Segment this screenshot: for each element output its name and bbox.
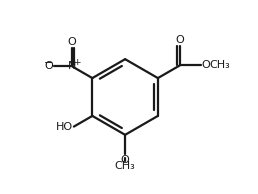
Text: −: − [44, 58, 53, 68]
Text: O: O [121, 155, 130, 165]
Text: CH₃: CH₃ [209, 61, 230, 70]
Text: +: + [73, 58, 80, 67]
Text: HO: HO [56, 122, 73, 132]
Text: CH₃: CH₃ [115, 161, 135, 171]
Text: O: O [201, 61, 210, 70]
Text: O: O [44, 61, 53, 71]
Text: O: O [175, 35, 184, 45]
Text: N: N [68, 61, 76, 71]
Text: O: O [68, 37, 77, 47]
